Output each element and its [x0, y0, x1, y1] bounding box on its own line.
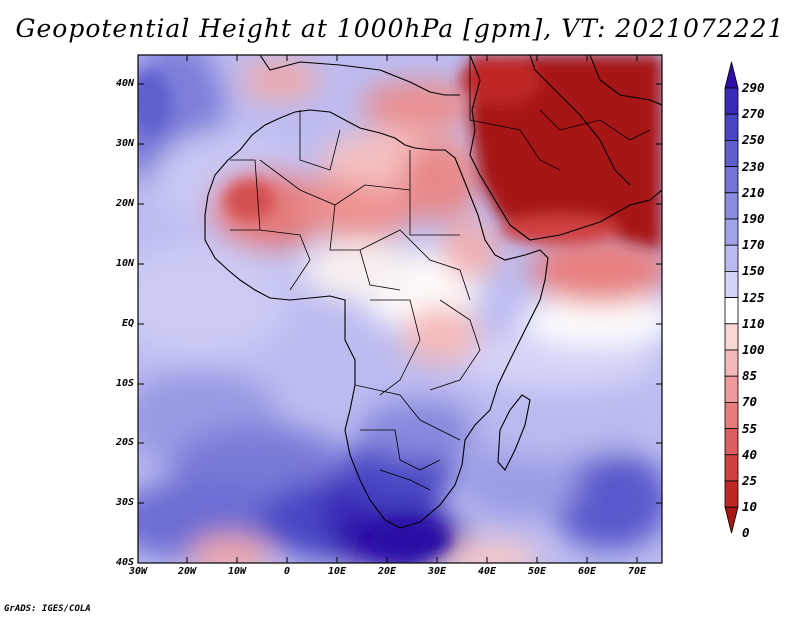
colorbar-swatch — [724, 87, 739, 115]
map-title: Geopotential Height at 1000hPa [gpm], VT… — [15, 14, 785, 43]
colorbar-level-label: 55 — [742, 420, 758, 436]
lat-label-30n: 30N — [115, 138, 134, 149]
colorbar-level-label: 100 — [742, 342, 765, 357]
colorbar-level-label: 250 — [742, 132, 765, 148]
colorbar-swatch — [724, 480, 739, 508]
lat-label-20n: 20N — [115, 198, 134, 209]
plot-frame — [137, 54, 663, 564]
lat-label-10s: 10S — [115, 378, 134, 389]
colorbar-swatch — [724, 166, 739, 194]
colorbar-swatch — [724, 244, 739, 272]
colorbar-level-label: 25 — [742, 473, 758, 488]
country-borders — [230, 55, 651, 491]
colorbar-arrow-bottom — [724, 506, 739, 534]
colorbar-swatch — [724, 323, 739, 351]
lat-label-eq: EQ — [121, 318, 134, 329]
lat-label-40s: 40S — [115, 557, 134, 568]
colorbar-swatch — [724, 139, 739, 167]
colorbar-level-label: 290 — [742, 80, 765, 95]
lat-label-10n: 10N — [115, 258, 134, 269]
colorbar-level-label: 85 — [742, 368, 758, 384]
lon-label-40e: 40E — [477, 566, 497, 577]
colorbar-level-label: 70 — [742, 394, 758, 410]
grads-credit: GrADS: IGES/COLA — [4, 604, 91, 614]
colorbar-level-label: 170 — [742, 237, 765, 253]
lon-label-30e: 30E — [427, 566, 447, 577]
lon-label-20e: 20E — [377, 566, 397, 577]
colorbar-level-label: 230 — [742, 158, 765, 174]
lon-label-10w: 10W — [227, 566, 247, 577]
lon-label-20w: 20W — [177, 566, 197, 577]
colorbar-level-label: 125 — [742, 289, 765, 305]
colorbar-swatch — [724, 270, 739, 298]
lat-label-20s: 20S — [115, 437, 134, 448]
colorbar-level-label: 210 — [742, 184, 765, 200]
colorbar-arrow-top — [724, 61, 739, 89]
coastline — [204, 55, 662, 529]
colorbar-level-label: 190 — [742, 211, 765, 226]
lon-label-0: 0 — [283, 566, 291, 577]
colorbar-swatch — [724, 375, 739, 403]
colorbar-level-label: 110 — [742, 315, 765, 331]
colorbar — [724, 61, 739, 534]
lon-label-30w: 30W — [128, 566, 148, 577]
colorbar-level-label: 10 — [742, 499, 758, 515]
colorbar-swatch — [724, 349, 739, 377]
axis-ticks — [138, 55, 662, 563]
colorbar-level-label: 270 — [742, 106, 765, 122]
colorbar-swatch — [724, 192, 739, 220]
lon-label-50e: 50E — [527, 566, 547, 577]
lon-label-70e: 70E — [627, 566, 647, 577]
lat-label-40n: 40N — [115, 78, 134, 89]
lon-label-60e: 60E — [577, 566, 597, 577]
colorbar-level-label: 150 — [742, 263, 765, 279]
colorbar-swatch — [724, 297, 739, 325]
colorbar-swatch — [724, 401, 739, 429]
colorbar-swatch — [724, 218, 739, 246]
colorbar-level-label: 0 — [742, 525, 750, 541]
colorbar-swatch — [724, 454, 739, 482]
colorbar-level-label: 40 — [742, 446, 758, 462]
lat-label-30s: 30S — [115, 497, 134, 508]
lon-label-10e: 10E — [327, 566, 347, 577]
colorbar-swatch — [724, 428, 739, 456]
colorbar-swatch — [724, 113, 739, 141]
